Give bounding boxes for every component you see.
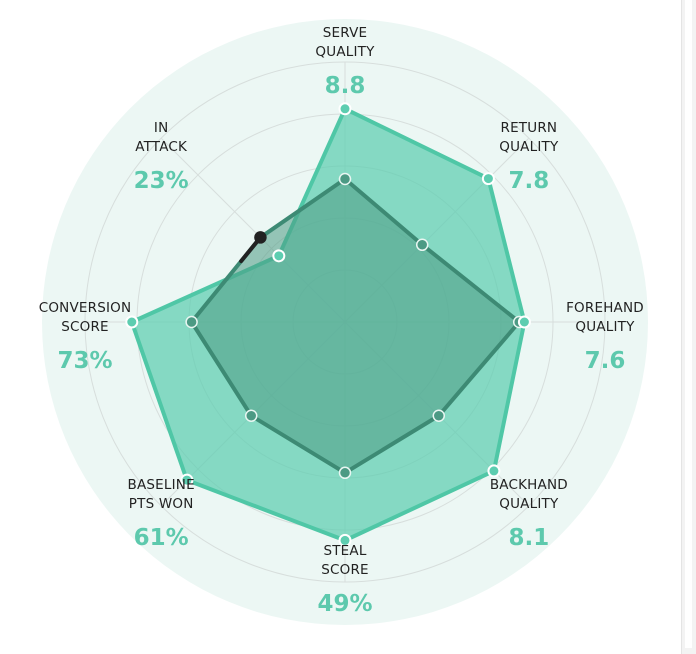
axis-label-line: RETURN: [500, 120, 557, 136]
comparison-point[interactable]: [432, 409, 446, 423]
axis-label-line: QUALITY: [499, 139, 559, 155]
comparison-point[interactable]: [338, 466, 352, 480]
axis-value-label: 23%: [134, 168, 189, 194]
comparison-point[interactable]: [415, 238, 429, 252]
radar-chart: SERVE QUALITY 8.8 RETURN QUALITY 7.8 FOREHAND Q…: [39, 19, 648, 625]
axis-label-line: ATTACK: [135, 139, 188, 155]
axis-label-line: SCORE: [321, 562, 369, 578]
axis-label-line: IN: [154, 120, 168, 136]
highlighted-point[interactable]: [180, 473, 194, 487]
axis-label-line: PTS WON: [129, 496, 194, 512]
axis-value-label: 7.8: [508, 168, 549, 194]
axis-label-group: IN ATTACK 23%: [134, 120, 189, 194]
axis-label-group: BASELINE PTS WON 61%: [127, 477, 194, 551]
comparison-point[interactable]: [185, 315, 198, 329]
highlighted-point[interactable]: [338, 102, 352, 116]
axis-label-line: FOREHAND: [566, 300, 644, 316]
series-layer: [125, 102, 531, 547]
window-right-edge: [681, 0, 696, 654]
axis-label-group: SERVE QUALITY 8.8: [315, 25, 375, 99]
axis-value-label: 73%: [57, 348, 112, 374]
highlighted-point[interactable]: [338, 533, 352, 547]
scrollbar-thumb[interactable]: [685, 0, 692, 648]
axis-label-line: SCORE: [61, 319, 109, 335]
axis-labels: SERVE QUALITY 8.8 RETURN QUALITY 7.8 FOREHAND Q…: [39, 25, 644, 617]
axis-label-group: STEAL SCORE 49%: [317, 543, 372, 617]
axis-value-label: 49%: [317, 591, 372, 617]
axis-label-line: BASELINE: [127, 477, 194, 493]
axis-label-line: BACKHAND: [490, 477, 568, 493]
axis-label-line: CONVERSION: [39, 300, 132, 316]
axis-value-label: 8.1: [508, 525, 549, 551]
axis-label-group: FOREHAND QUALITY 7.6: [566, 300, 644, 374]
highlighted-point[interactable]: [125, 315, 139, 329]
highlighted-point[interactable]: [487, 464, 501, 478]
axis-value-label: 8.8: [325, 73, 366, 99]
comparison-point[interactable]: [244, 409, 258, 423]
axis-label-line: QUALITY: [499, 496, 559, 512]
axis-label-line: QUALITY: [575, 319, 635, 335]
highlighted-point[interactable]: [481, 172, 495, 186]
axis-label-line: STEAL: [323, 543, 366, 559]
axis-label-group: RETURN QUALITY 7.8: [499, 120, 559, 194]
comparison-point[interactable]: [254, 231, 267, 244]
axis-label-group: CONVERSION SCORE 73%: [39, 300, 132, 374]
axis-value-label: 61%: [134, 525, 189, 551]
comparison-point[interactable]: [338, 172, 352, 186]
highlighted-point[interactable]: [272, 249, 286, 263]
highlighted-point[interactable]: [517, 315, 531, 329]
axis-value-label: 7.6: [585, 348, 626, 374]
axis-label-group: BACKHAND QUALITY 8.1: [490, 477, 568, 551]
axis-label-line: QUALITY: [315, 44, 375, 60]
axis-label-line: SERVE: [323, 25, 368, 41]
